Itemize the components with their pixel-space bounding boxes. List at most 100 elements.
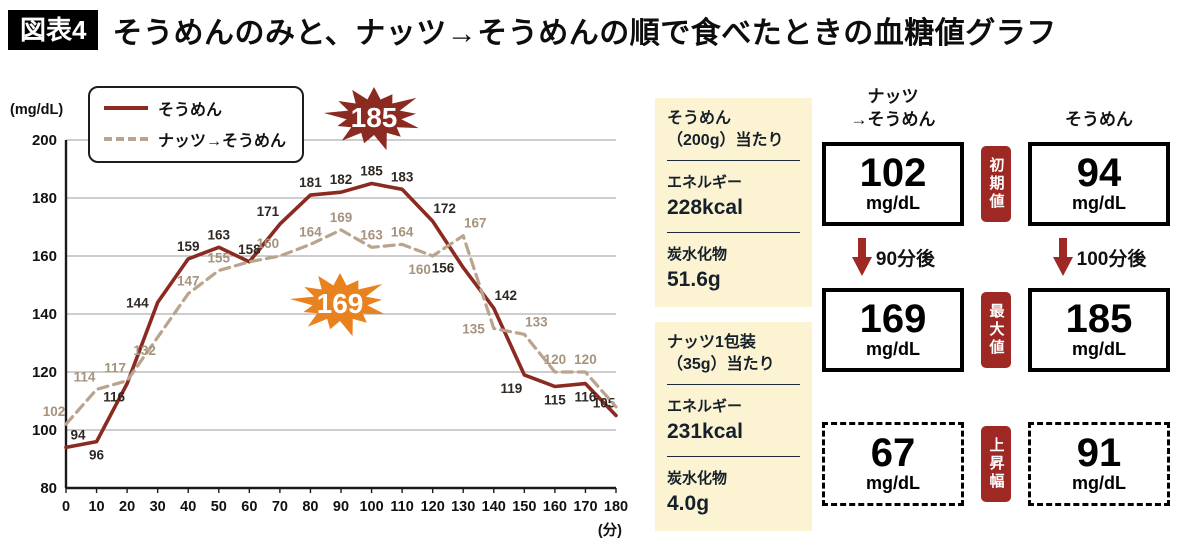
series-line-0 xyxy=(64,181,618,450)
point-label: 132 xyxy=(133,343,156,358)
x-tick-label: 100 xyxy=(359,499,383,515)
arrow-cell-100min: 100分後 xyxy=(1052,236,1147,278)
point-label: 160 xyxy=(257,236,280,251)
comparison-panel: ナッツ →そうめん そうめん 102 mg/dL 初期値 94 mg/dL 90… xyxy=(822,86,1170,506)
point-label: 115 xyxy=(544,393,566,408)
glucose-chart-svg: 80 100 120 140 160 180 200 0 10 20 30 40 50 60 70 80 90 1… xyxy=(10,87,628,539)
badge-max-value: 最大値 xyxy=(981,292,1011,368)
nutrition-value: 51.6g xyxy=(667,268,721,292)
point-label: 167 xyxy=(464,216,487,231)
nutrition-title-line: ナッツ1包装 xyxy=(667,334,756,352)
value-unit: mg/dL xyxy=(866,339,920,360)
point-label: 147 xyxy=(177,274,200,289)
point-label: 102 xyxy=(43,404,66,419)
point-label: 183 xyxy=(391,169,414,184)
legend-item-somen: そうめん xyxy=(104,96,286,120)
nutrition-row-energy: エネルギー 231kcal xyxy=(667,385,800,458)
solid-line-sample xyxy=(104,106,148,110)
x-tick-label: 30 xyxy=(150,499,166,515)
value-number: 94 xyxy=(1076,151,1122,196)
elapsed-time-label: 100分後 xyxy=(1076,248,1147,270)
point-label: 120 xyxy=(574,352,597,367)
page-title: そうめんのみと、ナッツ→そうめんの順で食べたときの血糖値グラフ xyxy=(112,17,1057,50)
value-number: 185 xyxy=(1065,297,1133,342)
chart-area: 80 100 120 140 160 180 200 0 10 20 30 40 50 60 70 80 90 1… xyxy=(4,60,652,546)
point-label: 169 xyxy=(330,210,353,225)
point-label: 155 xyxy=(208,251,231,266)
point-label: 159 xyxy=(177,239,200,254)
nutrition-title-line: そうめん xyxy=(667,110,732,127)
nutrition-box-somen: そうめん （200g）当たり エネルギー 228kcal 炭水化物 51.6g xyxy=(655,98,812,308)
y-tick-label: 160 xyxy=(32,248,57,265)
rise-value-box-nuts-somen: 67 mg/dL xyxy=(822,422,964,506)
column-header-line: そうめん xyxy=(1065,110,1133,130)
nutrition-row-energy: エネルギー 228kcal xyxy=(667,161,800,234)
max-value-box-somen: 185 mg/dL xyxy=(1028,288,1170,372)
point-label: 158 xyxy=(238,242,261,257)
initial-value-box-nuts-somen: 102 mg/dL xyxy=(822,142,964,226)
figure-number-badge: 図表4 xyxy=(8,9,99,51)
point-label: 133 xyxy=(525,314,548,329)
gridlines-and-yticks: 80 100 120 140 160 180 200 xyxy=(32,132,616,497)
column-header-line: →そうめん xyxy=(850,110,936,130)
starburst-shape xyxy=(323,87,419,151)
nutrition-panel: そうめん （200g）当たり エネルギー 228kcal 炭水化物 51.6g … xyxy=(655,98,812,532)
column-header-nuts-somen: ナッツ →そうめん xyxy=(851,86,936,142)
down-arrow-icon xyxy=(1052,238,1073,276)
nutrition-value: 231kcal xyxy=(667,420,743,444)
x-tick-label: 110 xyxy=(390,499,413,515)
point-label: 156 xyxy=(432,261,455,276)
row-spacer xyxy=(822,372,1170,422)
point-label: 94 xyxy=(70,427,86,442)
point-label: 116 xyxy=(103,390,125,405)
point-label: 172 xyxy=(433,201,456,216)
x-tick-label: 10 xyxy=(88,499,104,515)
nutrition-label: 炭水化物 xyxy=(667,470,728,488)
point-label: 119 xyxy=(500,381,522,396)
starburst-value: 169 xyxy=(317,288,364,319)
column-header-line: ナッツ xyxy=(867,87,919,107)
nutrition-title-line: （35g）当たり xyxy=(667,355,775,373)
nutrition-label: エネルギー xyxy=(667,174,743,192)
value-number: 91 xyxy=(1076,431,1122,476)
nutrition-title-line: （200g）当たり xyxy=(667,131,784,149)
rise-value-box-somen: 91 mg/dL xyxy=(1028,422,1170,506)
x-axis-ticks: 0 10 20 30 40 50 60 70 80 90 100 110 120 130 140 150 160… xyxy=(62,488,628,515)
y-tick-label: 120 xyxy=(32,364,57,381)
point-label: 171 xyxy=(257,204,280,219)
point-label: 96 xyxy=(89,448,105,463)
value-unit: mg/dL xyxy=(1072,339,1126,360)
point-label: 163 xyxy=(360,227,383,242)
x-tick-label: 90 xyxy=(333,499,349,515)
point-label: 164 xyxy=(391,224,414,239)
nutrition-row-carbs: 炭水化物 51.6g xyxy=(667,233,800,295)
column-header-somen: そうめん xyxy=(1065,109,1133,142)
value-unit: mg/dL xyxy=(1072,473,1126,494)
y-tick-label: 140 xyxy=(32,306,57,323)
point-label: 120 xyxy=(544,352,567,367)
value-unit: mg/dL xyxy=(866,473,920,494)
point-label: 144 xyxy=(126,295,149,310)
value-number: 67 xyxy=(870,431,916,476)
point-label: 117 xyxy=(104,361,126,376)
point-label: 185 xyxy=(360,164,383,179)
nutrition-value: 228kcal xyxy=(667,196,743,220)
legend-item-nuts-somen: ナッツ→そうめん xyxy=(104,127,286,151)
point-label: 116 xyxy=(575,390,597,405)
x-tick-label: 60 xyxy=(241,499,257,515)
x-tick-label: 160 xyxy=(543,499,567,515)
x-unit-label: (分) xyxy=(598,522,622,539)
x-tick-label: 80 xyxy=(302,499,318,515)
arrow-cell-90min: 90分後 xyxy=(851,236,935,278)
y-tick-label: 100 xyxy=(32,422,57,439)
x-tick-label: 120 xyxy=(421,499,445,515)
point-label: 164 xyxy=(299,224,322,239)
series-line-1 xyxy=(64,228,618,426)
point-label: 163 xyxy=(208,227,231,242)
chart-legend: そうめん ナッツ→そうめん xyxy=(88,86,305,163)
nutrition-row-carbs: 炭水化物 4.0g xyxy=(667,457,800,519)
legend-label-somen: そうめん xyxy=(158,102,223,119)
value-number: 102 xyxy=(859,151,927,196)
